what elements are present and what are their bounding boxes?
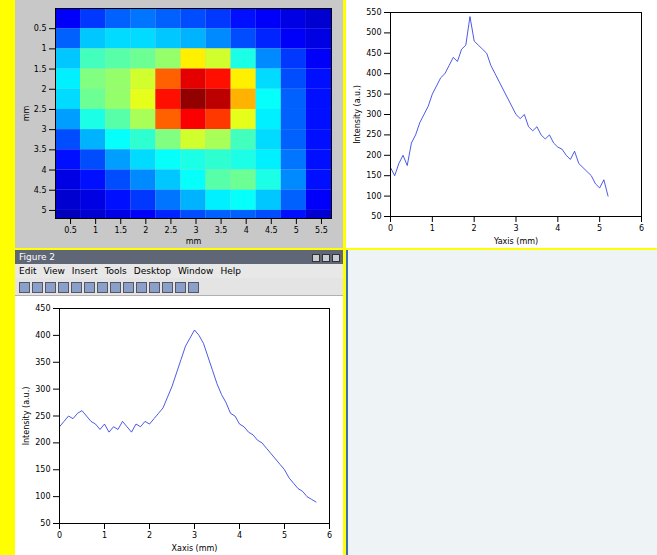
svg-text:0: 0	[388, 224, 393, 233]
svg-text:5: 5	[282, 531, 287, 540]
svg-text:3.5: 3.5	[34, 145, 47, 154]
svg-text:4: 4	[237, 531, 242, 540]
svg-text:350: 350	[35, 358, 50, 367]
svg-text:Intensity (a.u.): Intensity (a.u.)	[22, 387, 31, 446]
html-text:Window: Window	[177, 266, 214, 276]
svg-text:5: 5	[294, 226, 299, 235]
svg-text:350: 350	[366, 90, 381, 99]
svg-text:1.5: 1.5	[114, 226, 127, 235]
svg-text:mm: mm	[186, 237, 202, 246]
svg-text:3: 3	[41, 125, 46, 134]
svg-text:2.5: 2.5	[165, 226, 178, 235]
svg-text:6: 6	[327, 531, 332, 540]
html-text:Tools: Tools	[104, 266, 127, 276]
svg-text:4: 4	[41, 166, 46, 175]
svg-text:250: 250	[366, 130, 381, 139]
html-text:Edit: Edit	[19, 266, 37, 276]
svg-text:4.5: 4.5	[34, 186, 47, 195]
html-text:Desktop: Desktop	[133, 266, 171, 276]
svg-text:1: 1	[93, 226, 98, 235]
svg-text:2: 2	[41, 85, 46, 94]
svg-text:0.5: 0.5	[64, 226, 77, 235]
svg-text:100: 100	[366, 192, 381, 201]
svg-text:200: 200	[35, 438, 50, 447]
svg-text:550: 550	[366, 8, 381, 17]
html-text:View: View	[43, 266, 65, 276]
svg-text:450: 450	[366, 49, 381, 58]
svg-text:3.5: 3.5	[215, 226, 228, 235]
svg-text:1: 1	[41, 44, 46, 53]
svg-text:4: 4	[244, 226, 249, 235]
svg-text:50: 50	[371, 212, 381, 221]
svg-text:3: 3	[192, 531, 197, 540]
svg-text:150: 150	[366, 171, 381, 180]
svg-text:150: 150	[35, 465, 50, 474]
svg-text:2: 2	[147, 531, 152, 540]
svg-text:2.5: 2.5	[34, 105, 47, 114]
svg-text:300: 300	[366, 110, 381, 119]
svg-text:2: 2	[143, 226, 148, 235]
svg-text:6: 6	[639, 224, 644, 233]
svg-text:0: 0	[57, 531, 62, 540]
svg-text:100: 100	[35, 492, 50, 501]
svg-text:400: 400	[366, 69, 381, 78]
html-text:Figure 2: Figure 2	[19, 252, 56, 262]
svg-text:450: 450	[35, 304, 50, 313]
svg-text:1: 1	[430, 224, 435, 233]
svg-text:500: 500	[366, 28, 381, 37]
svg-text:Xaxis (mm): Xaxis (mm)	[172, 544, 218, 553]
svg-text:2: 2	[472, 224, 477, 233]
svg-text:3: 3	[193, 226, 198, 235]
html-text:Insert: Insert	[71, 266, 98, 276]
svg-text:300: 300	[35, 385, 50, 394]
svg-text:mm: mm	[22, 106, 31, 122]
svg-text:250: 250	[35, 412, 50, 421]
svg-text:5: 5	[597, 224, 602, 233]
svg-text:Intensity (a.u.): Intensity (a.u.)	[353, 85, 362, 144]
svg-text:Yaxis (mm): Yaxis (mm)	[493, 237, 538, 246]
svg-text:5: 5	[41, 206, 46, 215]
svg-text:1: 1	[102, 531, 107, 540]
svg-text:4.5: 4.5	[265, 226, 278, 235]
svg-text:50: 50	[40, 519, 50, 528]
svg-text:4: 4	[555, 224, 560, 233]
svg-text:3: 3	[513, 224, 518, 233]
svg-text:400: 400	[35, 331, 50, 340]
svg-text:200: 200	[366, 151, 381, 160]
svg-text:0.5: 0.5	[34, 24, 47, 33]
svg-text:5.5: 5.5	[315, 226, 328, 235]
svg-text:1.5: 1.5	[34, 65, 47, 74]
html-text:Help: Help	[220, 266, 241, 276]
